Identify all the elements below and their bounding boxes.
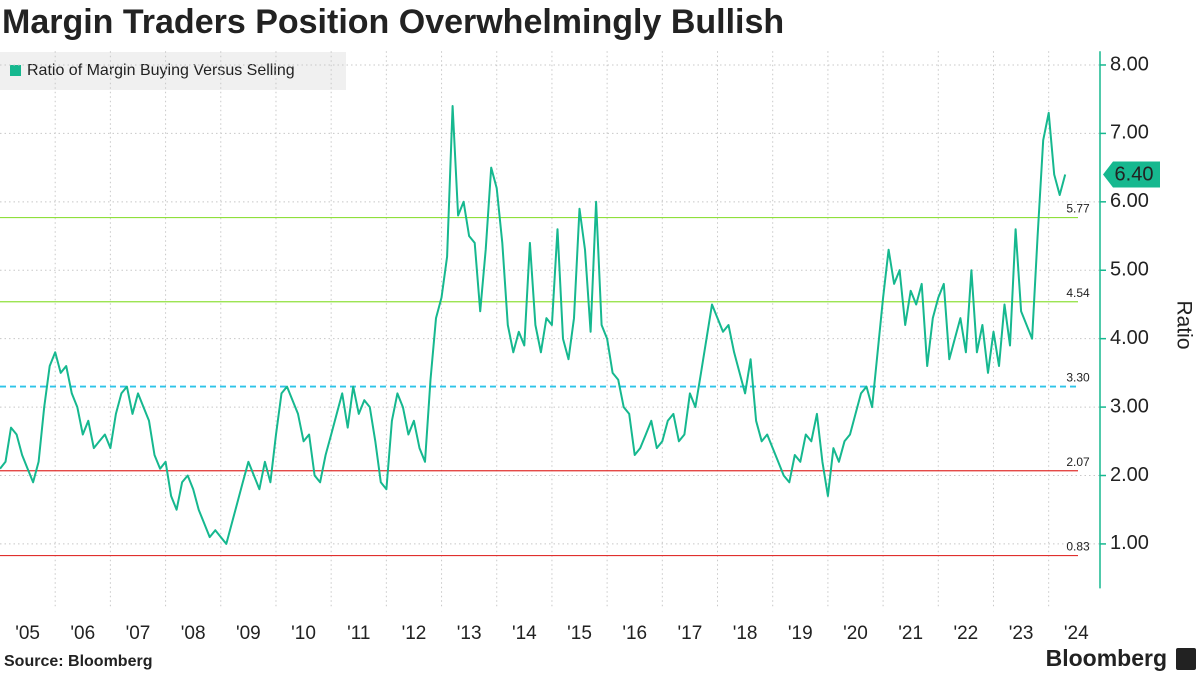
legend-label: Ratio of Margin Buying Versus Selling — [27, 62, 295, 79]
x-tick-label: '14 — [512, 623, 537, 644]
x-tick-label: '10 — [291, 623, 316, 644]
reference-label: 3.30 — [1066, 371, 1090, 385]
x-tick-label: '23 — [1009, 623, 1034, 644]
x-tick-label: '19 — [788, 623, 813, 644]
y-tick-label: 6.00 — [1110, 190, 1149, 212]
x-tick-label: '21 — [898, 623, 923, 644]
x-tick-label: '13 — [457, 623, 482, 644]
x-tick-label: '16 — [622, 623, 647, 644]
y-tick-label: 2.00 — [1110, 464, 1149, 486]
series-line — [0, 105, 1067, 545]
legend-swatch — [10, 65, 21, 76]
plot: 1.00 2.00 3.00 4.00 5.00 6.00 7.00 8.00 '05 '06 '0… — [0, 51, 1160, 644]
reference-label: 5.77 — [1066, 202, 1090, 216]
y-tick-label: 1.00 — [1110, 532, 1149, 554]
legend-box — [0, 52, 346, 90]
reference-label: 4.54 — [1066, 286, 1090, 300]
reference-label: 0.83 — [1066, 540, 1090, 554]
legend: Ratio of Margin Buying Versus Selling — [0, 52, 346, 90]
x-tick-label: '18 — [733, 623, 758, 644]
x-tick-label: '22 — [953, 623, 978, 644]
x-tick-label: '17 — [678, 623, 703, 644]
last-value-label: 6.40 — [1115, 164, 1154, 186]
x-tick-label: '05 — [15, 623, 40, 644]
x-tick-label: '11 — [347, 623, 370, 644]
x-tick-label: '06 — [70, 623, 95, 644]
x-tick-label: '20 — [843, 623, 868, 644]
last-value-tag — [1103, 161, 1160, 188]
y-tick-label: 5.00 — [1110, 259, 1149, 281]
y-axis-label: Ratio — [1172, 300, 1195, 349]
brand: Bloomberg — [1046, 645, 1167, 671]
x-tick-label: '07 — [126, 623, 151, 644]
y-tick-label: 3.00 — [1110, 395, 1149, 417]
x-tick-label: '24 — [1064, 623, 1089, 644]
brand-icon — [1176, 648, 1196, 670]
x-tick-label: '08 — [181, 623, 206, 644]
source: Source: Bloomberg — [4, 653, 152, 670]
chart-title: Margin Traders Position Overwhelmingly B… — [2, 3, 784, 41]
y-tick-label: 8.00 — [1110, 53, 1149, 75]
reference-label: 2.07 — [1066, 455, 1090, 469]
x-tick-label: '12 — [402, 623, 427, 644]
x-tick-label: '15 — [567, 623, 592, 644]
x-tick-label: '09 — [236, 623, 261, 644]
y-tick-label: 7.00 — [1110, 122, 1149, 144]
y-tick-label: 4.00 — [1110, 327, 1149, 349]
